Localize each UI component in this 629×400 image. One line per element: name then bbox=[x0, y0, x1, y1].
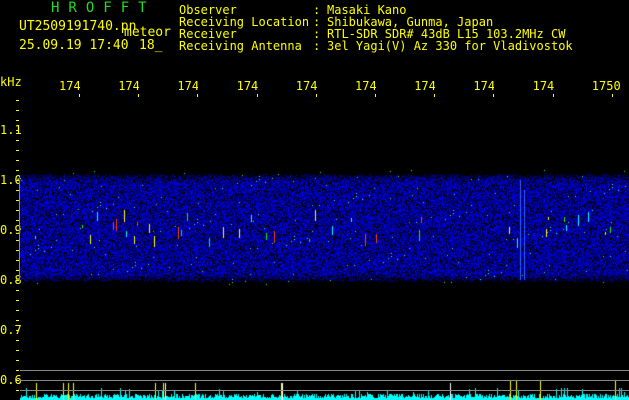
y-tick-mark bbox=[16, 140, 19, 141]
y-tick-mark bbox=[16, 260, 19, 261]
y-tick-mark bbox=[16, 280, 19, 281]
tag-label: meteor bbox=[124, 25, 171, 40]
x-tick-label: 1742 bbox=[118, 79, 140, 93]
y-tick-mark bbox=[16, 170, 19, 171]
x-tick-mark bbox=[256, 94, 258, 97]
x-tick-label: 1744 bbox=[236, 79, 258, 93]
y-tick-mark bbox=[16, 390, 19, 391]
x-tick-label: 1748 bbox=[473, 79, 495, 93]
x-tick-label: 1749 bbox=[532, 79, 554, 93]
x-tick-label: 1743 bbox=[177, 79, 199, 93]
grid-line bbox=[20, 370, 629, 371]
y-tick-label: 1.1 bbox=[0, 123, 22, 137]
y-tick-mark bbox=[16, 110, 19, 111]
x-tick-mark bbox=[79, 94, 80, 97]
x-tick-mark bbox=[434, 94, 436, 97]
y-tick-mark bbox=[16, 210, 19, 211]
y-tick-mark bbox=[16, 350, 19, 351]
y-tick-label: 0.6 bbox=[0, 373, 22, 387]
x-tick-mark bbox=[315, 94, 317, 97]
x-tick-mark bbox=[138, 94, 140, 97]
y-tick-mark bbox=[16, 180, 19, 181]
x-tick-label: 1746 bbox=[355, 79, 376, 93]
y-tick-mark bbox=[16, 380, 19, 381]
info-value: 3el Yagi(V) Az 330 for Vladivostok bbox=[327, 39, 573, 53]
unit-label: kHz bbox=[0, 75, 22, 89]
info-colon: : bbox=[313, 39, 321, 53]
x-tick-mark bbox=[493, 94, 495, 97]
y-tick-mark bbox=[16, 200, 19, 201]
range-marker bbox=[19, 180, 20, 280]
y-tick-label: 0.8 bbox=[0, 273, 22, 287]
app-title: HROFFT bbox=[51, 0, 156, 16]
y-tick-mark bbox=[16, 220, 19, 221]
info-label: Observer bbox=[179, 3, 237, 17]
info-colon: : bbox=[313, 27, 321, 41]
y-tick-label: 1.0 bbox=[0, 173, 22, 187]
x-tick-mark bbox=[611, 94, 613, 97]
datetime: 25.09.19 17:40 bbox=[19, 38, 129, 53]
x-tick-mark bbox=[375, 94, 376, 97]
info-value: Masaki Kano bbox=[327, 3, 407, 17]
info-label: Receiving Location bbox=[179, 15, 310, 29]
y-tick-mark bbox=[16, 240, 19, 241]
y-tick-mark bbox=[16, 150, 19, 151]
y-tick-mark bbox=[16, 340, 19, 341]
y-tick-mark bbox=[16, 130, 19, 131]
x-tick-mark bbox=[552, 94, 554, 97]
y-tick-label: 0.9 bbox=[0, 223, 22, 237]
grid-line bbox=[20, 380, 629, 381]
x-tick-label: 1747 bbox=[414, 79, 436, 93]
x-tick-label: 1750 bbox=[591, 79, 621, 93]
filename: UT2509191740.pn bbox=[19, 19, 137, 34]
grid-line bbox=[20, 390, 629, 391]
y-tick-mark bbox=[16, 120, 19, 121]
y-tick-mark bbox=[16, 330, 19, 331]
count: 18_ bbox=[139, 38, 163, 53]
y-tick-mark bbox=[16, 190, 19, 191]
y-tick-mark bbox=[16, 310, 19, 311]
y-tick-label: 0.7 bbox=[0, 323, 22, 337]
y-tick-mark bbox=[16, 320, 19, 321]
y-tick-mark bbox=[16, 300, 19, 301]
info-colon: : bbox=[313, 15, 321, 29]
info-label: Receiving Antenna bbox=[179, 39, 302, 53]
y-tick-mark bbox=[16, 250, 19, 251]
x-tick-mark bbox=[197, 94, 199, 97]
spectrogram bbox=[20, 100, 629, 400]
info-value: Shibukawa, Gunma, Japan bbox=[327, 15, 494, 29]
info-label: Receiver bbox=[179, 27, 237, 41]
x-tick-label: 1745 bbox=[295, 79, 317, 93]
info-value: RTL-SDR SDR# 43dB L15 103.2MHz CW bbox=[327, 27, 566, 41]
y-tick-mark bbox=[16, 160, 19, 161]
y-tick-mark bbox=[16, 370, 19, 371]
y-tick-mark bbox=[16, 360, 19, 361]
y-tick-mark bbox=[16, 100, 19, 101]
y-tick-mark bbox=[16, 270, 19, 271]
y-tick-mark bbox=[16, 290, 19, 291]
y-tick-mark bbox=[16, 230, 19, 231]
info-colon: : bbox=[313, 3, 321, 17]
